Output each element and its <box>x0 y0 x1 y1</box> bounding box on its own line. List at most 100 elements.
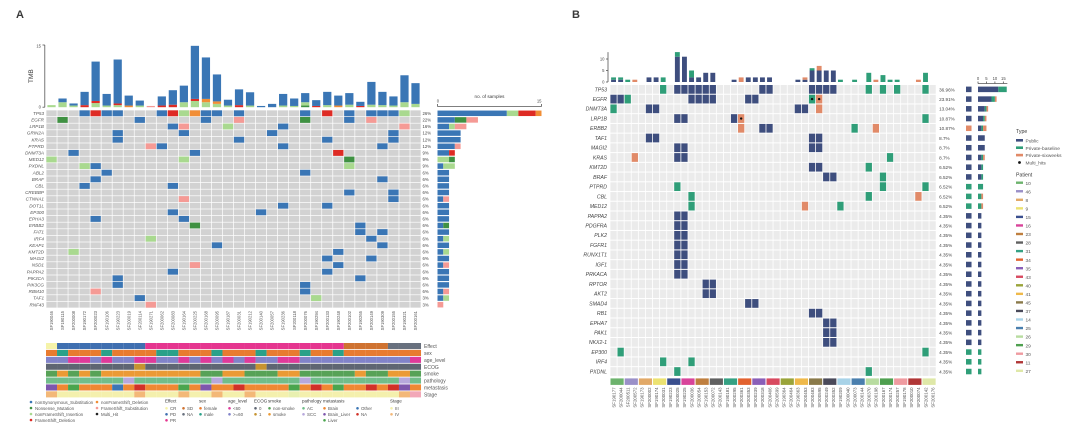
matrix-cell-mutation <box>344 156 355 163</box>
matrix-cell-bg <box>322 176 333 183</box>
matrix-cell-bg <box>244 123 256 130</box>
matrix-cell-bg <box>68 123 79 130</box>
matrix-cell-bg <box>377 262 388 269</box>
matrix-cell-bg <box>638 162 646 172</box>
annotation-cell <box>244 343 256 350</box>
matrix-cell-bg <box>631 94 638 104</box>
matrix-cell-bg <box>922 192 929 201</box>
matrix-cell-bg <box>57 215 68 222</box>
matrix-cell-bg <box>865 182 872 192</box>
patient-legend-swatch <box>1016 352 1023 355</box>
annotation-cell <box>365 384 377 391</box>
patient-legend-label: 31 <box>1026 249 1032 255</box>
percent-label: 3% <box>423 302 429 307</box>
matrix-cell-bg <box>667 162 674 172</box>
matrix-cell-mutation <box>823 337 830 347</box>
matrix-cell-bg <box>674 94 681 104</box>
percent-label: 4.35% <box>939 262 952 267</box>
gene-count-bar-segment <box>983 115 985 122</box>
matrix-cell-bg <box>123 229 134 236</box>
type-indicator-square <box>966 329 972 336</box>
matrix-cell-bg <box>652 328 660 337</box>
matrix-cell-bg <box>674 347 681 357</box>
matrix-cell-bg <box>844 289 851 299</box>
matrix-cell-bg <box>759 308 766 318</box>
matrix-cell-bg <box>872 279 880 289</box>
matrix-cell-bg <box>709 260 716 269</box>
matrix-cell-bg <box>886 123 894 133</box>
matrix-cell-mutation <box>837 201 844 211</box>
matrix-cell-bg <box>773 221 780 230</box>
matrix-cell-mutation <box>344 163 355 170</box>
legend-dot <box>254 413 257 416</box>
matrix-cell-bg <box>865 260 872 269</box>
matrix-cell-bg <box>399 255 410 262</box>
annotation-cell <box>365 343 377 350</box>
annotation-cell <box>145 384 157 391</box>
matrix-cell-bg <box>723 153 731 162</box>
patient-legend-swatch <box>1016 232 1023 236</box>
gene-count-bar-segment <box>978 115 984 122</box>
matrix-cell-bg <box>908 289 915 299</box>
matrix-cell-bg <box>200 130 212 137</box>
matrix-cell-bg <box>787 367 794 376</box>
matrix-cell-bg <box>915 123 922 133</box>
matrix-cell-bg <box>688 367 695 376</box>
percent-label: 4.35% <box>939 292 952 297</box>
matrix-cell-bg <box>410 235 421 242</box>
matrix-cell-bg <box>266 222 278 229</box>
matrix-cell-bg <box>759 299 766 308</box>
matrix-cell-bg <box>46 268 57 275</box>
matrix-cell-bg <box>787 299 794 308</box>
matrix-cell-bg <box>112 222 123 229</box>
matrix-cell-bg <box>801 357 809 367</box>
matrix-cell-bg <box>366 281 377 288</box>
legend-group-title: metastasis <box>323 399 345 404</box>
matrix-cell-bg <box>366 182 377 189</box>
matrix-cell-bg <box>645 328 653 337</box>
matrix-cell-bg <box>929 143 936 153</box>
top-bar-segment <box>731 79 737 82</box>
matrix-cell-bg <box>660 133 667 143</box>
percent-label: 4.35% <box>939 350 952 355</box>
matrix-cell-bg <box>645 162 653 172</box>
gene-label: IRF4 <box>596 360 607 366</box>
matrix-cell-bg <box>851 85 858 94</box>
tmb-bar-segment <box>146 105 155 108</box>
top-bar-segment <box>866 72 872 82</box>
matrix-cell-bg <box>311 116 322 123</box>
annotation-cell <box>409 343 422 350</box>
matrix-cell-bg <box>377 288 388 295</box>
matrix-cell-mutation <box>189 149 201 156</box>
matrix-cell-bg <box>901 289 908 299</box>
matrix-cell-bg <box>638 221 646 230</box>
matrix-cell-bg <box>189 229 201 236</box>
type-legend-label: Public <box>1026 138 1040 144</box>
matrix-cell-bg <box>300 301 311 308</box>
matrix-cell-bg <box>858 201 865 211</box>
matrix-cell-bg <box>865 172 872 182</box>
matrix-cell-bg <box>123 301 134 308</box>
matrix-cell-mutation <box>674 85 681 94</box>
matrix-cell-bg <box>794 114 802 123</box>
samples-bar-segment <box>449 156 455 163</box>
matrix-cell-bg <box>123 262 134 269</box>
patient-legend-swatch <box>1016 190 1023 193</box>
annotation-cell <box>222 363 234 370</box>
matrix-cell-mutation <box>695 85 702 94</box>
matrix-cell-bg <box>922 318 929 328</box>
annotation-cell <box>156 356 168 363</box>
legend-label: <60 <box>233 406 241 411</box>
matrix-cell-bg <box>355 248 366 255</box>
matrix-cell-bg <box>766 299 773 308</box>
matrix-cell-bg <box>851 153 858 162</box>
tmb-bar-segment <box>323 105 332 108</box>
matrix-cell-bg <box>377 149 388 156</box>
matrix-cell-bg <box>830 308 837 318</box>
matrix-cell-bg <box>844 85 851 94</box>
tmb-bar-segment <box>356 105 365 108</box>
matrix-cell-bg <box>801 211 809 221</box>
matrix-cell-bg <box>894 104 901 114</box>
matrix-cell-bg <box>145 295 156 302</box>
